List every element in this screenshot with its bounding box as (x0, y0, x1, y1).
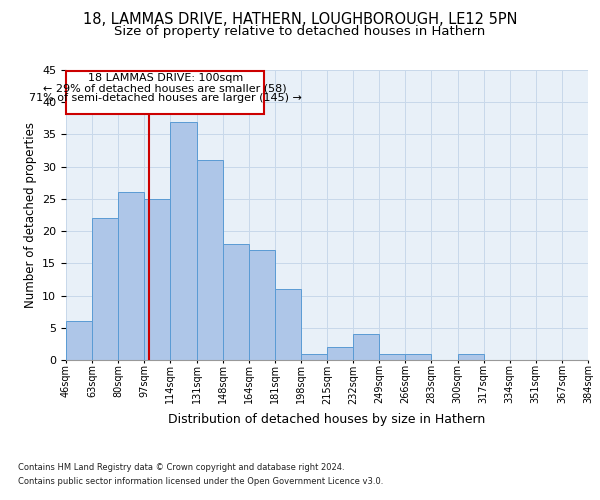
Bar (249, 250, 275, 360)
Bar (66, 72, 265, 114)
Bar (145, 199, 170, 360)
Text: Size of property relative to detached houses in Hathern: Size of property relative to detached ho… (115, 25, 485, 38)
Text: ← 29% of detached houses are smaller (58): ← 29% of detached houses are smaller (58… (43, 83, 287, 93)
Text: 71% of semi-detached houses are larger (145) →: 71% of semi-detached houses are larger (… (29, 94, 302, 104)
Text: 18 LAMMAS DRIVE: 100sqm: 18 LAMMAS DRIVE: 100sqm (88, 72, 243, 83)
Bar (170, 122, 197, 360)
Bar (458, 354, 484, 360)
Text: 18, LAMMAS DRIVE, HATHERN, LOUGHBOROUGH, LE12 5PN: 18, LAMMAS DRIVE, HATHERN, LOUGHBOROUGH,… (83, 12, 517, 28)
Y-axis label: Number of detached properties: Number of detached properties (23, 122, 37, 308)
Bar (301, 354, 327, 360)
Bar (197, 160, 223, 360)
Bar (275, 289, 301, 360)
Bar (406, 354, 431, 360)
Bar (327, 347, 353, 360)
Text: Contains HM Land Registry data © Crown copyright and database right 2024.: Contains HM Land Registry data © Crown c… (18, 464, 344, 472)
Bar (353, 334, 379, 360)
Text: Contains public sector information licensed under the Open Government Licence v3: Contains public sector information licen… (18, 477, 383, 486)
Bar (92, 218, 118, 360)
Bar (379, 354, 406, 360)
Bar (223, 244, 249, 360)
Bar (66, 322, 92, 360)
Bar (118, 192, 145, 360)
Text: Distribution of detached houses by size in Hathern: Distribution of detached houses by size … (169, 412, 485, 426)
